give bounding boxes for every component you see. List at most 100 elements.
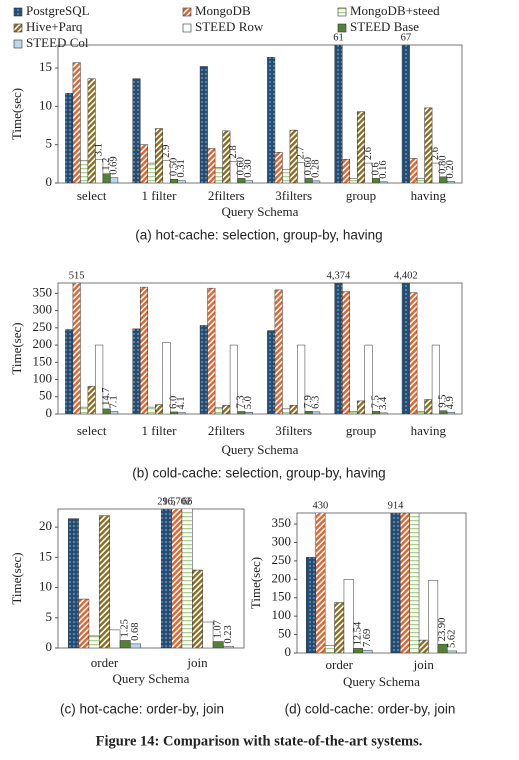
- bar: [297, 162, 306, 183]
- legend-label: STEED Col: [26, 35, 89, 50]
- x-axis-title: Query Schema: [222, 204, 299, 219]
- bar: [78, 598, 90, 648]
- y-tick-label: 100: [33, 371, 53, 386]
- caption: (a) hot-cache: selection, group-by, havi…: [135, 228, 382, 243]
- plot-frame: [57, 282, 463, 415]
- value-label: 66: [182, 496, 193, 507]
- bar: [171, 509, 183, 648]
- bar: [72, 62, 81, 183]
- y-tick-label: 5: [46, 136, 53, 151]
- bar: [282, 168, 291, 183]
- value-label: 4,402: [394, 270, 418, 281]
- legend-swatch: [13, 39, 23, 49]
- bar: [110, 177, 119, 183]
- y-tick-label: 15: [39, 59, 52, 74]
- value-label: 0.60: [236, 157, 247, 175]
- bar: [362, 649, 373, 653]
- value-label: 0.60: [303, 157, 314, 175]
- legend-label: PostgreSQL: [26, 3, 90, 18]
- value-label: 0.6: [370, 162, 381, 175]
- bar: [65, 329, 74, 414]
- legend-swatch: [13, 7, 23, 17]
- bar: [424, 399, 433, 414]
- bar: [207, 287, 216, 414]
- x-tick-label: select: [77, 188, 107, 203]
- value-label: 6.0: [168, 396, 179, 409]
- bar: [110, 411, 119, 414]
- x-tick-label: group: [346, 188, 376, 203]
- x-tick-label: 1 filter: [141, 423, 177, 438]
- bar: [154, 128, 164, 183]
- bar: [289, 129, 298, 183]
- y-tick-label: 50: [278, 626, 291, 641]
- y-tick-label: 150: [272, 589, 292, 604]
- value-label: 1.25: [120, 619, 131, 637]
- bar: [424, 107, 433, 183]
- value-label: 0.31: [176, 159, 187, 177]
- bar: [223, 646, 235, 648]
- bar: [65, 93, 74, 183]
- value-label: 7.9: [303, 395, 314, 408]
- value-label: 2.7: [296, 146, 307, 159]
- bar: [177, 412, 186, 414]
- value-label: 61: [333, 32, 344, 43]
- bar: [439, 410, 448, 414]
- caption: (d) cold-cache: order-by, join: [285, 702, 456, 717]
- bar: [334, 45, 343, 183]
- y-tick-label: 300: [33, 302, 53, 317]
- bar: [229, 344, 238, 414]
- bar: [87, 78, 96, 183]
- legend-swatch: [182, 7, 192, 17]
- bar: [222, 405, 231, 414]
- bar: [364, 162, 373, 183]
- plot-frame: [296, 512, 467, 654]
- value-label: 0.69: [109, 156, 120, 174]
- bar: [409, 513, 420, 653]
- y-axis-title: Time(sec): [248, 557, 263, 609]
- value-label: 7.5: [370, 395, 381, 408]
- y-tick-label: 10: [39, 97, 52, 112]
- value-label: 9.5: [438, 395, 449, 408]
- bar: [364, 344, 373, 414]
- bar: [312, 180, 321, 183]
- bar: [67, 518, 79, 648]
- value-label: 7.3: [236, 395, 247, 408]
- bar: [267, 330, 276, 414]
- bar: [87, 386, 96, 414]
- bar: [372, 411, 381, 414]
- bars: [67, 509, 235, 648]
- bar: [401, 283, 410, 414]
- x-tick-label: join: [413, 657, 435, 672]
- value-label: 0.23: [223, 625, 234, 643]
- value-label: 14.7: [101, 388, 112, 406]
- bar: [244, 412, 253, 414]
- bar: [147, 162, 156, 183]
- bar: [147, 406, 156, 414]
- bar: [431, 344, 440, 414]
- legend-label: Hive+Parq: [26, 19, 83, 34]
- x-axis-title: Query Schema: [222, 442, 299, 457]
- value-label: 4,374: [327, 270, 351, 281]
- bar: [446, 181, 455, 183]
- value-label: 7.69: [362, 629, 373, 647]
- bar: [229, 161, 238, 183]
- bar: [130, 643, 142, 648]
- bar: [162, 342, 171, 414]
- x-tick-label: join: [186, 655, 208, 670]
- bar: [304, 178, 313, 183]
- plot-frame: [57, 44, 463, 184]
- bar: [72, 283, 81, 414]
- bar: [447, 650, 457, 653]
- value-label: 0.68: [130, 623, 141, 641]
- bar: [244, 180, 253, 183]
- bar: [207, 148, 216, 183]
- x-tick-label: select: [77, 423, 107, 438]
- y-tick-label: 0: [285, 644, 292, 659]
- bar: [139, 144, 148, 183]
- bars: [65, 283, 455, 414]
- y-tick-label: 0: [46, 174, 53, 189]
- bar: [139, 286, 148, 414]
- value-label: 29.5: [157, 496, 175, 507]
- y-tick-label: 20: [39, 518, 52, 533]
